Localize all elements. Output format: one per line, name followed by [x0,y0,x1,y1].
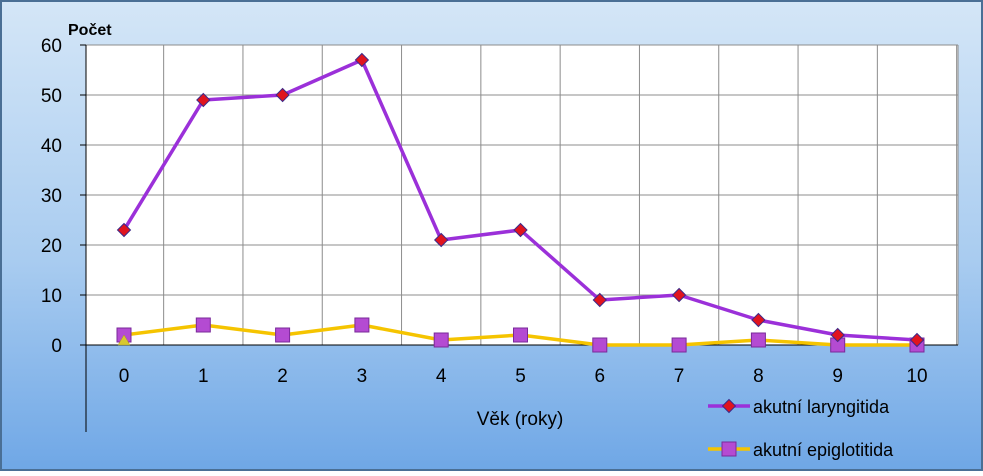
y-tick-label: 20 [41,236,62,257]
legend: akutní laryngitida akutní epiglotitida [708,397,894,460]
data-point [671,337,687,353]
series-1 [116,317,925,353]
data-point [433,232,449,248]
x-tick-label: 5 [515,366,526,387]
x-tick-label: 9 [832,366,843,387]
axes: 0 10 20 30 40 50 60 0 1 2 3 4 5 6 7 8 9 10 [41,36,958,432]
data-point [195,317,211,333]
data-point [909,332,925,348]
axis-labels: Počet Věk (roky) [68,22,563,430]
series [116,52,925,353]
data-point [354,317,370,333]
data-point [830,327,845,343]
data-point [354,52,370,68]
legend-marker [721,398,737,414]
y-tick-label: 50 [41,86,62,107]
data-point [750,332,766,348]
data-point [275,327,291,343]
data-point [433,332,449,348]
y-axis-title: Počet [68,22,112,39]
data-point [513,327,528,343]
x-tick-label: 4 [436,366,447,387]
y-tick-label: 10 [41,286,62,307]
x-axis-title: Věk (roky) [477,409,564,430]
data-point [592,292,608,308]
x-tick-label: 8 [753,366,764,387]
x-tick-label: 1 [198,366,209,387]
x-tick-label: 3 [357,366,368,387]
data-point [116,222,132,238]
legend-item-0: akutní laryngitida [708,397,890,417]
data-point [592,337,608,353]
y-tick-label: 30 [41,186,62,207]
x-tick-label: 7 [674,366,685,387]
x-tick-label: 2 [277,366,288,387]
data-point [117,334,131,346]
series-0 [116,52,925,348]
legend-item-1: akutní epiglotitida [708,440,894,460]
x-tick-label: 10 [906,366,927,387]
data-point [751,312,766,328]
x-tick-label: 6 [595,366,606,387]
gridlines [86,44,959,346]
legend-label: akutní epiglotitida [753,440,894,460]
x-tick-label: 0 [119,366,130,387]
y-tick-label: 40 [41,136,62,157]
legend-label: akutní laryngitida [753,397,890,417]
data-point [275,87,290,103]
y-tick-label: 0 [51,336,62,357]
y-tick-label: 60 [41,36,62,57]
data-point [513,222,528,238]
data-point [196,92,211,108]
data-point [671,287,687,303]
legend-marker [721,441,737,457]
